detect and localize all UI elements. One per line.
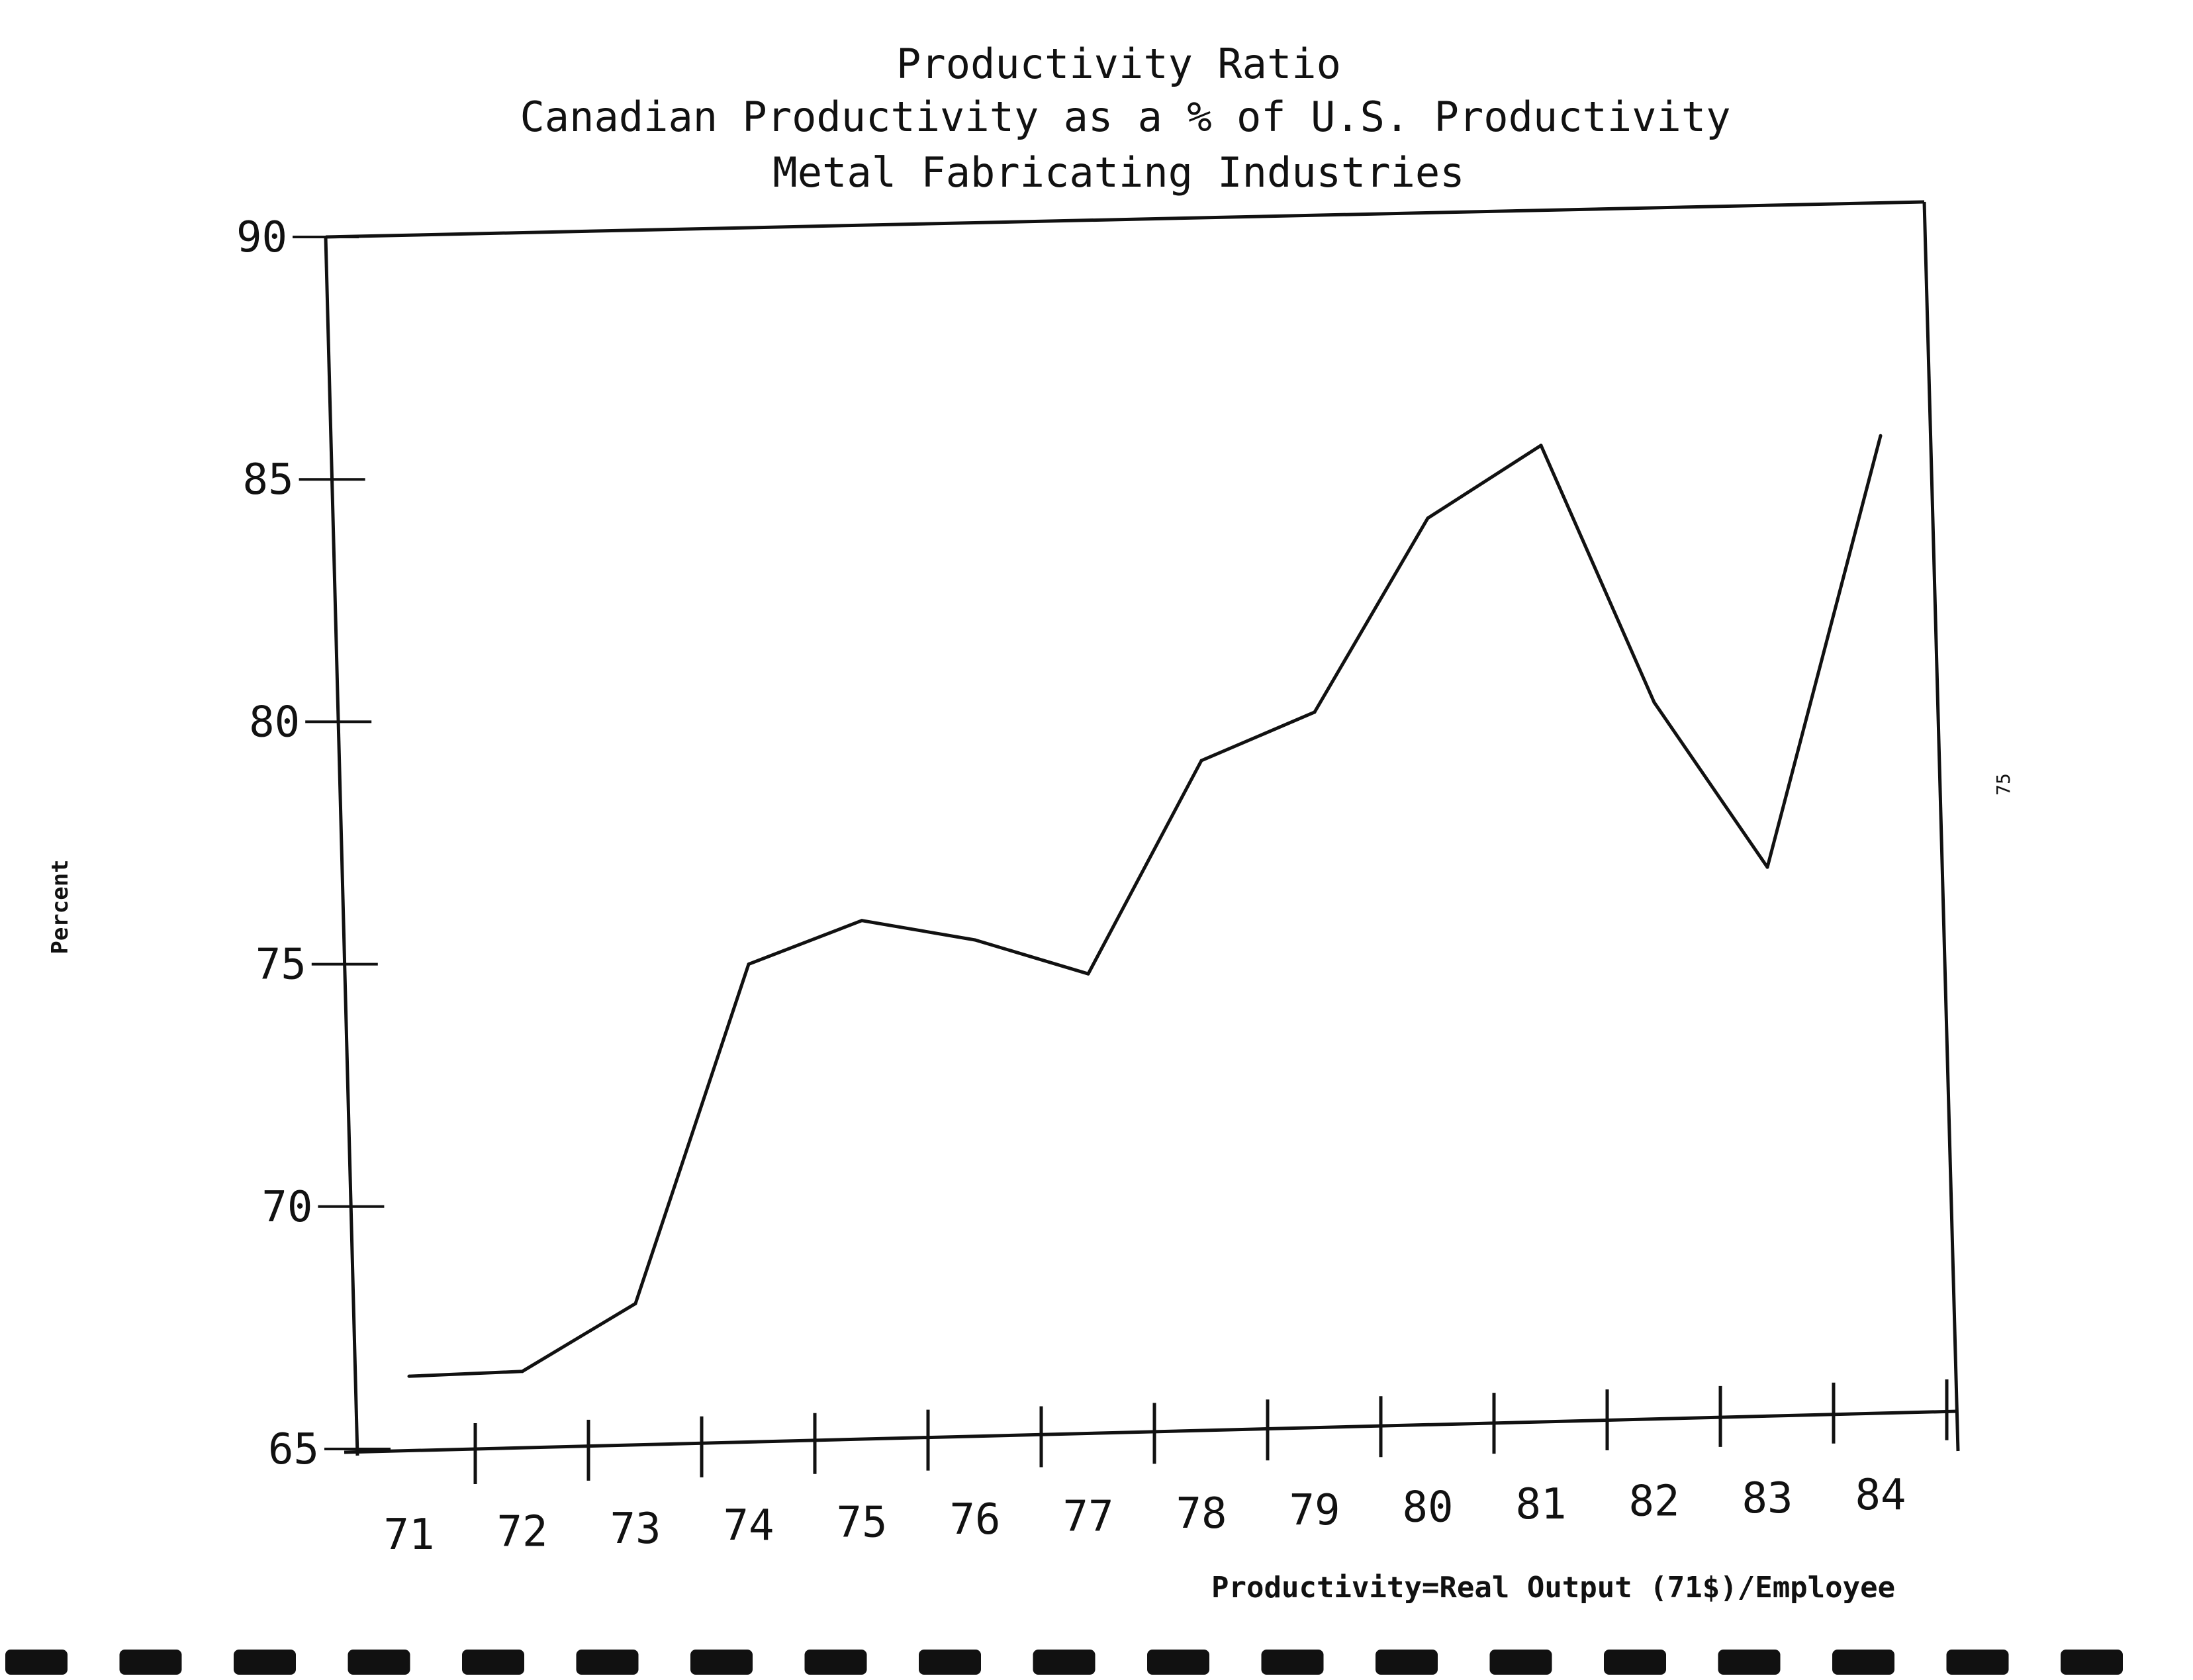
perforation-dash — [462, 1650, 524, 1675]
perforation-dash — [119, 1650, 182, 1675]
x-tick-label: 84 — [1855, 1471, 1906, 1520]
data-point — [1086, 972, 1090, 976]
x-tick-label: 80 — [1402, 1483, 1453, 1532]
data-point — [1313, 710, 1317, 714]
perforation-dash — [804, 1650, 867, 1675]
y-tick-label: 80 — [249, 698, 300, 747]
data-point — [973, 938, 977, 942]
data-point — [407, 1374, 411, 1378]
data-point — [1652, 700, 1656, 704]
perforation-dash — [1946, 1650, 2009, 1675]
x-tick-label: 77 — [1062, 1492, 1113, 1541]
footnote: Productivity=Real Output (71$)/Employee — [1211, 1571, 1895, 1605]
title-line-1: Productivity Ratio — [896, 40, 1341, 88]
perforation-dash — [348, 1650, 410, 1675]
title-line-2: Canadian Productivity as a % of U.S. Pro… — [520, 93, 1730, 141]
x-tick-label: 76 — [949, 1495, 1000, 1544]
data-point — [1879, 434, 1883, 438]
plot-frame — [324, 200, 1960, 1456]
y-tick-label: 70 — [261, 1183, 312, 1232]
perforation-dash — [5, 1650, 68, 1675]
perforation-dash — [1376, 1650, 1438, 1675]
data-point — [1426, 516, 1430, 520]
y-tick-label: 90 — [236, 213, 287, 262]
y-axis-ticks: 65 70 75 80 85 90 — [236, 213, 391, 1474]
x-tick-label: 72 — [496, 1507, 547, 1556]
x-tick-label: 73 — [610, 1505, 661, 1554]
y-axis-line — [324, 236, 359, 1456]
margin-page-number: 75 — [1992, 773, 2014, 796]
x-tick-label: 83 — [1742, 1474, 1793, 1523]
perforation-dash — [919, 1650, 981, 1675]
y-tick-label: 65 — [268, 1425, 319, 1474]
series-line — [408, 435, 1883, 1378]
perforation-dash — [1261, 1650, 1324, 1675]
x-tick-label: 71 — [383, 1511, 434, 1560]
x-tick-label: 81 — [1515, 1480, 1566, 1529]
perforation-dash — [1033, 1650, 1096, 1675]
title-line-3: Metal Fabricating Industries — [772, 148, 1464, 197]
data-point — [1765, 865, 1769, 869]
data-point — [1199, 759, 1203, 763]
x-tick-label: 78 — [1176, 1489, 1227, 1538]
perforation-dash — [576, 1650, 639, 1675]
y-tick-label: 75 — [256, 941, 306, 990]
perforation-dash — [1832, 1650, 1894, 1675]
perforation-dash — [1147, 1650, 1209, 1675]
data-point — [1539, 443, 1543, 447]
x-tick-label: 79 — [1289, 1486, 1340, 1535]
x-axis-line — [344, 1409, 1959, 1454]
y-tick-label: 85 — [243, 455, 294, 504]
x-axis-ticks: 71 72 73 74 75 76 77 78 79 80 81 82 83 84 — [383, 1379, 1949, 1560]
y-axis-label: Percent — [47, 859, 73, 954]
series-layer — [407, 434, 1883, 1378]
data-point — [860, 919, 864, 923]
frame-top — [325, 200, 1925, 239]
perforation-dashes — [5, 1650, 2123, 1675]
x-tick-label: 74 — [723, 1501, 774, 1550]
data-point — [633, 1301, 637, 1305]
perforation-dash — [690, 1650, 753, 1675]
perforation-dash — [2061, 1650, 2123, 1675]
x-tick-label: 82 — [1628, 1477, 1679, 1526]
frame-right — [1922, 201, 1960, 1452]
data-point — [747, 962, 751, 966]
chart-title: Productivity Ratio Canadian Productivity… — [520, 40, 1730, 197]
perforation-dash — [1718, 1650, 1781, 1675]
perforation-dash — [234, 1650, 296, 1675]
data-point — [520, 1370, 524, 1374]
perforation-dash — [1489, 1650, 1552, 1675]
x-tick-label: 75 — [836, 1499, 887, 1548]
perforation-dash — [1604, 1650, 1666, 1675]
